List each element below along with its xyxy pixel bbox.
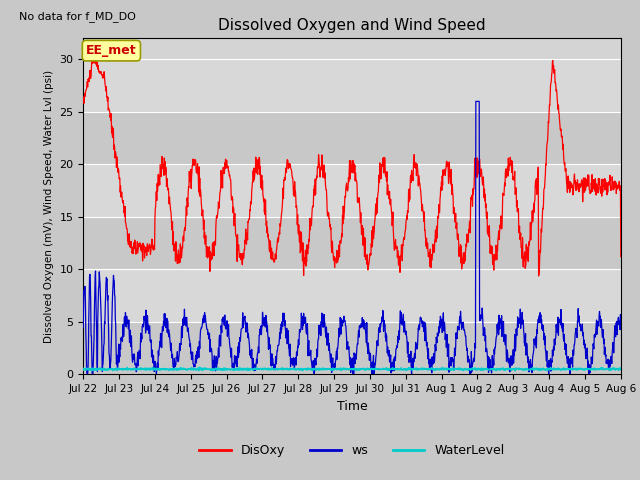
Bar (83, 60, 621, 112)
Bar (83, 112, 621, 164)
Bar (83, 217, 621, 269)
Legend: DisOxy, ws, WaterLevel: DisOxy, ws, WaterLevel (195, 439, 509, 462)
Text: No data for f_MD_DO: No data for f_MD_DO (19, 12, 136, 23)
Bar (83, 322, 621, 374)
Bar (83, 269, 621, 322)
Y-axis label: Dissolved Oxygen (mV), Wind Speed, Water Lvl (psi): Dissolved Oxygen (mV), Wind Speed, Water… (44, 70, 54, 343)
Text: EE_met: EE_met (86, 44, 137, 57)
Title: Dissolved Oxygen and Wind Speed: Dissolved Oxygen and Wind Speed (218, 18, 486, 33)
Bar (83, 164, 621, 217)
X-axis label: Time: Time (337, 400, 367, 413)
